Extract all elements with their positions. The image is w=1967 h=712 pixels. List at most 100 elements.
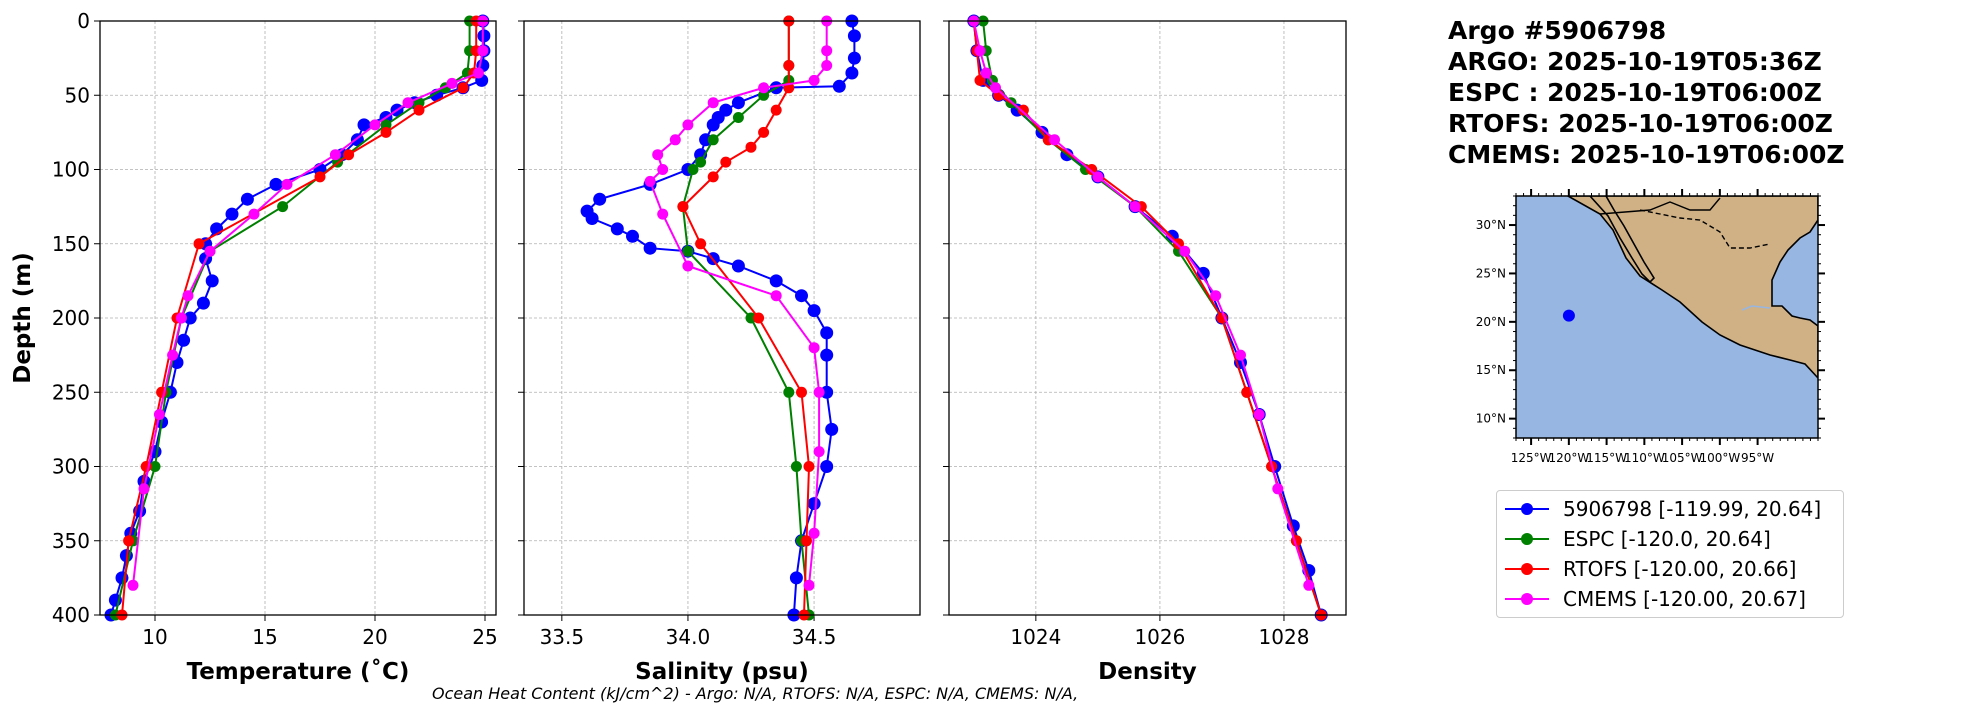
data-point [808, 527, 820, 539]
map-lon-label: 110°W [1624, 451, 1665, 465]
data-point [446, 77, 458, 89]
data-point [720, 156, 732, 168]
data-point [457, 82, 469, 94]
data-point [329, 149, 341, 161]
data-point [803, 461, 815, 472]
data-point [796, 386, 807, 398]
data-point [277, 201, 289, 213]
map-lat-label: 30°N [1476, 218, 1506, 232]
data-point [369, 119, 381, 131]
data-point [783, 60, 795, 71]
data-point [974, 45, 986, 57]
data-point [225, 207, 239, 221]
data-point [813, 386, 825, 398]
data-point [153, 409, 165, 420]
data-point [248, 208, 260, 220]
legend-item-cmems: CMEMS [-120.00, 20.67] [1503, 585, 1839, 613]
data-point [196, 296, 210, 310]
data-point [183, 311, 197, 325]
data-point [769, 274, 783, 288]
data-point [1017, 104, 1029, 116]
data-point [770, 104, 782, 116]
data-point [753, 312, 765, 324]
x-tick-label: 10 [142, 625, 167, 649]
data-point [610, 222, 624, 236]
data-point [477, 29, 491, 43]
data-point [745, 312, 757, 324]
data-point [974, 74, 986, 86]
data-point [789, 571, 803, 585]
data-point [1092, 171, 1104, 183]
legend-marker-rtofs [1505, 563, 1549, 575]
temperature-axis-label: Temperature (˚C) [187, 658, 410, 685]
density-frame [948, 20, 1347, 616]
map-lat-label: 15°N [1476, 363, 1506, 377]
data-point [413, 104, 425, 116]
salinity-axis-label: Salinity (psu) [635, 659, 809, 685]
data-point [731, 96, 745, 110]
data-point [803, 579, 815, 591]
map-lon-label: 120°W [1548, 451, 1589, 465]
data-point [193, 238, 205, 250]
ocean-heat-content-note: Ocean Heat Content (kJ/cm^2) - Argo: N/A… [432, 684, 1079, 703]
data-point [706, 118, 720, 132]
data-point [687, 164, 699, 175]
data-point [1179, 245, 1191, 257]
data-point [127, 579, 139, 591]
data-point [820, 348, 834, 362]
float-location-marker [1562, 309, 1575, 322]
map-border [1639, 209, 1771, 249]
data-point [813, 446, 825, 458]
data-point [1241, 386, 1253, 398]
x-tick-label: 25 [472, 625, 497, 649]
espc-time: ESPC : 2025-10-19T06:00Z [1448, 78, 1822, 107]
x-tick-label: 33.5 [540, 625, 585, 649]
data-point [643, 241, 657, 255]
data-point [807, 304, 821, 318]
x-tick-label: 34.0 [666, 625, 711, 649]
y-tick-label: 50 [65, 83, 90, 107]
x-tick-label: 1024 [1010, 625, 1061, 649]
data-point [707, 97, 719, 109]
data-point [1173, 238, 1184, 250]
data-point [820, 326, 834, 340]
map-lon-label: 100°W [1699, 451, 1740, 465]
location-map: 30°N 25°N 20°N 15°N 10°N 125°W120°W115°W110°W… [1476, 189, 1825, 465]
legend-item-argo: 5906798 [-119.99, 20.64] [1503, 495, 1839, 523]
data-point [1086, 164, 1098, 175]
legend-marker-espc [1505, 533, 1549, 545]
data-point [380, 126, 392, 138]
data-point [790, 461, 802, 472]
rtofs-time: RTOFS: 2025-10-19T06:00Z [1448, 109, 1833, 138]
legend-marker-cmems [1505, 593, 1549, 605]
legend-label-argo: 5906798 [-119.99, 20.64] [1563, 497, 1822, 521]
data-point [472, 67, 484, 79]
data-point [240, 192, 254, 206]
cmems-time: CMEMS: 2025-10-19T06:00Z [1448, 140, 1845, 169]
data-point [845, 66, 859, 80]
data-point [1049, 134, 1060, 146]
data-point [1210, 290, 1222, 302]
data-point [1129, 201, 1141, 213]
data-point [205, 274, 219, 288]
data-point [980, 67, 992, 79]
x-tick-label: 20 [362, 625, 387, 649]
data-point [175, 312, 187, 324]
map-lon-label: 125°W [1511, 451, 1552, 465]
data-point [281, 178, 293, 190]
data-point [477, 45, 489, 57]
y-tick-label: 350 [52, 529, 90, 553]
data-point [204, 245, 216, 257]
y-tick-label: 0 [77, 9, 90, 33]
data-point [795, 289, 808, 303]
data-point [357, 118, 371, 132]
argo-time: ARGO: 2025-10-19T05:36Z [1448, 47, 1822, 76]
data-point [657, 164, 669, 175]
y-tick-label: 400 [52, 603, 90, 627]
x-tick-label: 1026 [1134, 625, 1185, 649]
density-panel: 1024 1026 1028 Density [943, 14, 1347, 685]
data-point [732, 112, 744, 123]
data-point [402, 97, 414, 109]
data-point [1303, 579, 1315, 591]
data-point [783, 386, 795, 398]
